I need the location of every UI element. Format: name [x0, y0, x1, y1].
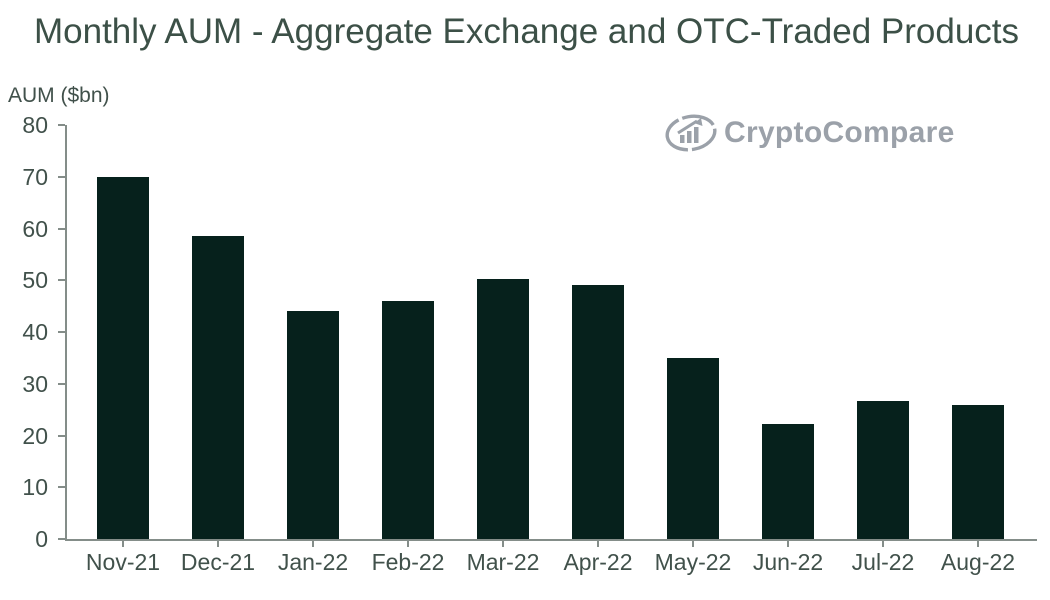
x-tick-label-jan-22: Jan-22 — [277, 549, 349, 575]
bar-may-22 — [667, 357, 719, 539]
y-tick-label-50: 50 — [22, 267, 48, 294]
x-tick-mark-nov-21 — [122, 541, 124, 547]
y-tick-mark-60 — [58, 227, 65, 230]
bar-apr-22 — [572, 285, 624, 539]
y-axis-title: AUM ($bn) — [8, 84, 110, 107]
x-tick-mark-mar-22 — [502, 541, 504, 547]
x-tick-mark-jan-22 — [312, 541, 314, 547]
x-tick-label-apr-22: Apr-22 — [563, 549, 633, 575]
y-tick-label-10: 10 — [22, 474, 48, 501]
y-tick-mark-10 — [58, 486, 65, 489]
x-tick-mark-jun-22 — [787, 541, 789, 547]
y-tick-mark-50 — [58, 279, 65, 282]
bar-aug-22 — [952, 404, 1004, 539]
watermark-text: CryptoCompare — [724, 116, 955, 149]
x-tick-mark-aug-22 — [977, 541, 979, 547]
x-tick-label-jul-22: Jul-22 — [851, 549, 915, 575]
y-tick-label-70: 70 — [22, 163, 48, 190]
bar-feb-22 — [382, 300, 434, 539]
y-tick-mark-80 — [58, 124, 65, 126]
y-tick-label-0: 0 — [35, 526, 48, 552]
watermark: CryptoCompare — [663, 112, 955, 154]
x-tick-mark-may-22 — [692, 541, 694, 547]
y-tick-label-30: 30 — [22, 370, 48, 397]
y-tick-mark-30 — [58, 382, 65, 385]
bar-jan-22 — [287, 311, 339, 539]
y-tick-mark-0 — [58, 538, 65, 540]
x-tick-label-jun-22: Jun-22 — [752, 549, 824, 575]
bar-jun-22 — [762, 424, 814, 539]
y-tick-mark-40 — [58, 331, 65, 333]
x-tick-mark-feb-22 — [407, 541, 409, 547]
bar-nov-21 — [97, 176, 149, 539]
x-tick-label-mar-22: Mar-22 — [466, 549, 540, 575]
x-tick-label-aug-22: Aug-22 — [940, 549, 1016, 575]
x-tick-label-may-22: May-22 — [654, 549, 732, 575]
chart-title: Monthly AUM - Aggregate Exchange and OTC… — [34, 12, 1020, 51]
bar-mar-22 — [477, 279, 529, 539]
y-tick-label-40: 40 — [22, 319, 48, 345]
y-tick-label-20: 20 — [22, 422, 48, 449]
x-tick-mark-jul-22 — [882, 541, 884, 547]
x-tick-label-dec-21: Dec-21 — [180, 549, 256, 575]
y-tick-mark-70 — [58, 175, 65, 178]
y-tick-label-60: 60 — [22, 215, 48, 242]
y-tick-label-80: 80 — [22, 112, 48, 138]
x-tick-label-nov-21: Nov-21 — [85, 549, 161, 575]
x-tick-label-feb-22: Feb-22 — [371, 549, 445, 575]
x-tick-mark-dec-21 — [217, 541, 219, 547]
bar-dec-21 — [192, 235, 244, 539]
y-tick-mark-20 — [58, 434, 65, 437]
x-tick-mark-apr-22 — [597, 541, 599, 547]
bar-jul-22 — [857, 400, 909, 539]
plot-area — [65, 125, 1037, 541]
cryptocompare-logo-icon — [665, 114, 717, 152]
